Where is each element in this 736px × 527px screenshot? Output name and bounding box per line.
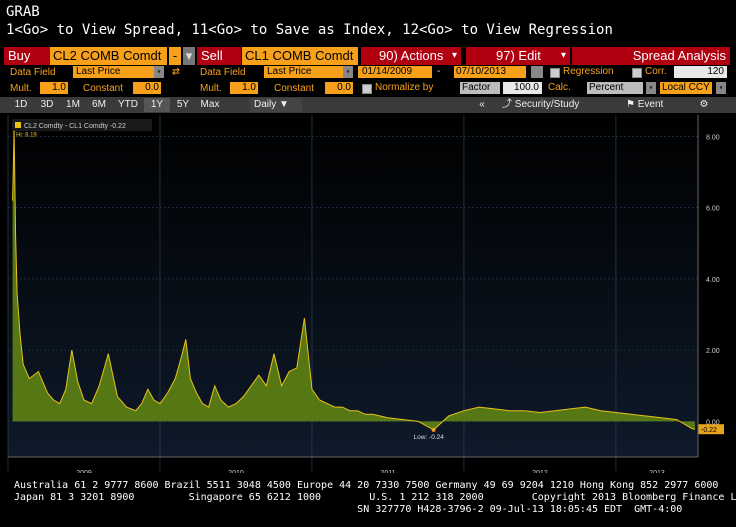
- buy-button[interactable]: Buy: [4, 47, 50, 65]
- x-tick-label: 2013: [649, 470, 665, 473]
- period-tab-1y[interactable]: 1Y: [144, 98, 170, 112]
- footer-line-3: SN 327770 H428-3796-2 09-Jul-13 18:05:45…: [14, 504, 683, 515]
- constant2-field[interactable]: 0.0: [325, 82, 353, 94]
- frequency-label: Daily: [254, 99, 277, 110]
- end-date-field[interactable]: 07/10/2013: [454, 66, 526, 78]
- y-tick-label: 8.00: [706, 134, 720, 141]
- plot-background: [8, 115, 698, 457]
- security1-field[interactable]: CL2 COMB Comdt: [50, 47, 167, 65]
- grab-title: GRAB: [6, 4, 40, 20]
- regression-checkbox[interactable]: [550, 68, 560, 78]
- frequency-chevron-icon: ▼: [279, 99, 289, 110]
- data-field2-dropdown-icon[interactable]: ▾: [343, 66, 353, 78]
- low-marker: [431, 427, 436, 432]
- period-tab-5y[interactable]: 5Y: [176, 99, 190, 110]
- factor-select[interactable]: Factor: [460, 82, 500, 94]
- period-tab-6m[interactable]: 6M: [92, 99, 106, 110]
- y-tick-label: 0.00: [706, 419, 720, 426]
- spread-area: [12, 129, 696, 430]
- operator-dropdown-icon[interactable]: ▾: [183, 47, 195, 65]
- mult2-field[interactable]: 1.0: [230, 82, 258, 94]
- constant-label: Constant: [83, 83, 124, 94]
- edit-label: 97) Edit: [496, 48, 541, 63]
- x-tick-label: 2011: [380, 470, 395, 473]
- period-tab-3d[interactable]: 3D: [40, 99, 54, 110]
- corr-label: Corr.: [645, 66, 667, 77]
- calc-dropdown-icon[interactable]: ▾: [646, 82, 656, 94]
- security2-field[interactable]: CL1 COMB Comdt: [242, 47, 358, 65]
- period-tab-ytd[interactable]: YTD: [118, 99, 138, 110]
- normalize-checkbox[interactable]: [362, 84, 372, 94]
- calc-label: Calc.: [548, 82, 571, 93]
- y-tick-label: 2.00: [706, 348, 720, 355]
- x-tick-label: 2009: [76, 470, 92, 473]
- spread-line: [12, 129, 696, 431]
- data-field-select[interactable]: Last Price: [73, 66, 154, 78]
- swap-icon[interactable]: ⇄: [172, 64, 180, 79]
- period-tab-1m[interactable]: 1M: [66, 99, 80, 110]
- legend-background: [12, 119, 152, 131]
- factor-field[interactable]: 100.0: [503, 82, 542, 94]
- calc-select[interactable]: Percent: [587, 82, 643, 94]
- operator-field[interactable]: -: [169, 47, 181, 65]
- security-study-label: Security/Study: [514, 99, 580, 110]
- start-date-field[interactable]: 01/14/2009: [358, 66, 432, 78]
- period-tab-bar: [0, 97, 736, 113]
- constant-field[interactable]: 0.0: [133, 82, 161, 94]
- mult-field[interactable]: 1.0: [40, 82, 68, 94]
- high-label: Hi: 8.19: [16, 133, 37, 139]
- data-field-label: Data Field: [10, 67, 56, 78]
- x-axis: 2009 2010 2011 2012 2013: [8, 456, 698, 473]
- frequency-select[interactable]: Daily ▼: [250, 98, 302, 112]
- actions-menu[interactable]: 90) Actions ▾: [361, 47, 461, 65]
- event-label: Event: [637, 99, 664, 110]
- last-value-label: -0.22: [701, 427, 717, 434]
- data-field2-select[interactable]: Last Price: [264, 66, 343, 78]
- y-axis: 8.00 6.00 4.00 2.00 0.00: [697, 115, 720, 457]
- settings-gear-icon[interactable]: ⚙: [699, 99, 709, 110]
- x-tick-label: 2012: [532, 470, 548, 473]
- actions-chevron-icon: ▾: [451, 50, 457, 61]
- low-label: Low: -0.24: [414, 434, 445, 441]
- instructions-line: 1<Go> to View Spread, 11<Go> to Save as …: [6, 22, 613, 38]
- regression-label: Regression: [563, 66, 614, 77]
- footer-line-1: Australia 61 2 9777 8600 Brazil 5511 304…: [14, 480, 719, 491]
- x-tick-label: 2010: [228, 470, 244, 473]
- currency-select[interactable]: Local CCY: [660, 82, 712, 94]
- sell-button[interactable]: Sell: [197, 47, 241, 65]
- legend: CL2 Comdty - CL1 Comdty -0.22: [12, 119, 152, 131]
- currency-dropdown-icon[interactable]: ▾: [716, 82, 726, 94]
- collapse-button[interactable]: «: [479, 99, 485, 110]
- period-tab-1d[interactable]: 1D: [14, 99, 28, 110]
- y-tick-label: 4.00: [706, 277, 720, 284]
- edit-menu[interactable]: 97) Edit ▾: [466, 47, 570, 65]
- security-study-button[interactable]: ⤴ Security/Study: [502, 98, 604, 112]
- corr-checkbox[interactable]: [632, 68, 642, 78]
- constant2-label: Constant: [274, 83, 315, 94]
- date-separator: -: [437, 66, 441, 77]
- data-field2-label: Data Field: [200, 67, 246, 78]
- calendar-icon[interactable]: [531, 66, 543, 78]
- area-layer: [12, 129, 696, 431]
- chart-line-icon: ⤴: [502, 99, 512, 110]
- legend-swatch: [15, 122, 21, 128]
- footer-line-2: Japan 81 3 3201 8900 Singapore 65 6212 1…: [14, 492, 736, 503]
- corr-window-field[interactable]: 120: [674, 66, 727, 78]
- normalize-label: Normalize by: [375, 82, 434, 93]
- mult-label: Mult.: [10, 83, 32, 94]
- mult2-label: Mult.: [200, 83, 222, 94]
- last-value-box: [698, 424, 724, 435]
- event-flag-icon: ⚑: [626, 99, 635, 110]
- data-field-dropdown-icon[interactable]: ▾: [154, 66, 164, 78]
- actions-label: 90) Actions: [379, 48, 444, 63]
- period-tab-max[interactable]: Max: [200, 99, 220, 110]
- y-tick-label: 6.00: [706, 206, 720, 213]
- spread-chart: Hi: 8.19 Low: -0.24 -0.22 8.00 6.00 4.00 2.00…: [7, 115, 724, 473]
- event-button[interactable]: ⚑ Event: [626, 98, 682, 112]
- legend-label: CL2 Comdty - CL1 Comdty -0.22: [24, 123, 126, 130]
- spread-analysis-title: Spread Analysis: [572, 47, 730, 65]
- edit-chevron-icon: ▾: [560, 50, 566, 61]
